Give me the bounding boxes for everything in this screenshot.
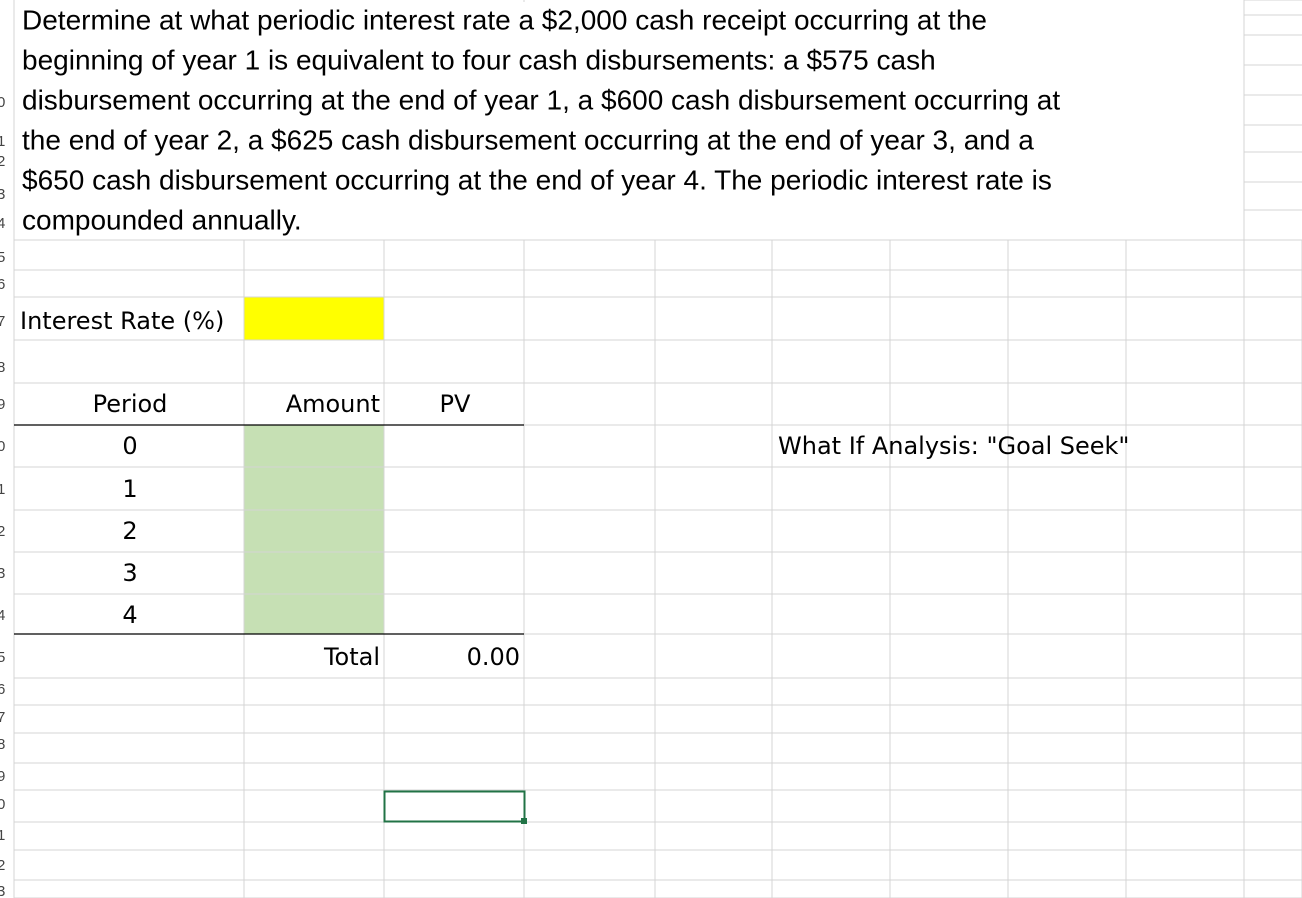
row-header: 0 xyxy=(0,438,5,455)
problem-line: beginning of year 1 is equivalent to fou… xyxy=(22,44,936,75)
row-header: 4 xyxy=(0,607,5,624)
problem-line: disbursement occurring at the end of yea… xyxy=(22,84,1060,115)
rate-input-cell[interactable] xyxy=(244,297,384,340)
row-header: 9 xyxy=(0,396,5,413)
row-header: 1 xyxy=(0,481,5,498)
row-header: 6 xyxy=(0,681,5,698)
period: 3 xyxy=(122,559,137,587)
problem-line: Determine at what periodic interest rate… xyxy=(22,4,987,35)
goal-seek-note: What If Analysis: "Goal Seek" xyxy=(778,432,1129,460)
row-header: 0 xyxy=(0,94,5,111)
total-pv: 0.00 xyxy=(467,643,520,671)
row-header: 1 xyxy=(0,827,5,844)
row-header: 8 xyxy=(0,359,5,376)
row-header: 2 xyxy=(0,523,5,540)
rate-label: Interest Rate (%) xyxy=(20,307,224,335)
row-header: 7 xyxy=(0,313,5,330)
amount-cells[interactable] xyxy=(244,425,384,634)
row-header: 4 xyxy=(0,215,5,232)
row-header: 9 xyxy=(0,768,5,785)
total-label: Total xyxy=(323,643,380,671)
row-header: 2 xyxy=(0,153,5,170)
row-header: 6 xyxy=(0,276,5,293)
period: 0 xyxy=(122,432,137,460)
row-header: 3 xyxy=(0,565,5,582)
row-header: 5 xyxy=(0,649,5,666)
problem-line: the end of year 2, a $625 cash disbursem… xyxy=(22,124,1034,155)
row-header: 3 xyxy=(0,186,5,203)
row-header: 2 xyxy=(0,857,5,874)
row-header: 1 xyxy=(0,133,5,150)
row-header: 5 xyxy=(0,249,5,266)
row-header: 8 xyxy=(0,736,5,753)
row-header: 3 xyxy=(0,883,5,898)
column-header: PV xyxy=(440,390,471,418)
selected-cell[interactable] xyxy=(383,790,526,823)
row-header: 0 xyxy=(0,796,5,813)
row-header: 7 xyxy=(0,709,5,726)
column-header: Amount xyxy=(286,390,380,418)
period: 2 xyxy=(122,517,137,545)
problem-line: $650 cash disbursement occurring at the … xyxy=(22,164,1052,195)
column-header: Period xyxy=(93,390,168,418)
period: 4 xyxy=(122,601,137,629)
fill-handle[interactable] xyxy=(521,818,527,824)
problem-line: compounded annually. xyxy=(22,204,302,235)
period: 1 xyxy=(122,475,137,503)
